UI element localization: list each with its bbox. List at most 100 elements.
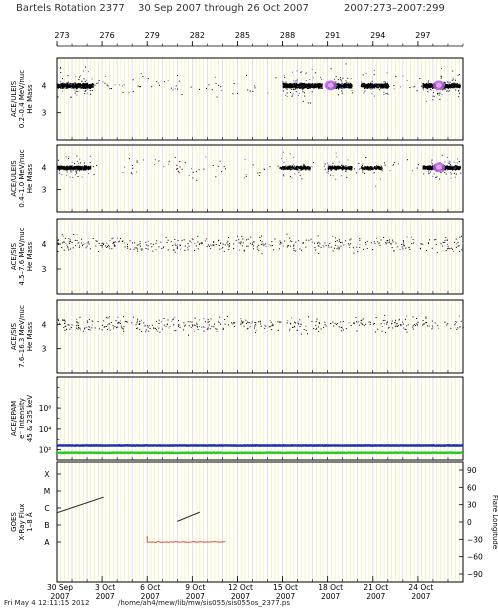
data-point [346, 82, 348, 84]
data-point [377, 167, 379, 169]
data-point [338, 167, 340, 169]
data-point [374, 87, 376, 89]
data-point [380, 86, 382, 88]
data-point [438, 92, 440, 94]
data-point [350, 168, 352, 170]
data-point [333, 168, 335, 170]
data-point [361, 166, 363, 168]
data-point [293, 168, 295, 170]
data-point [68, 83, 70, 85]
data-point [82, 168, 84, 170]
data-point [447, 81, 449, 83]
data-point [432, 168, 434, 170]
data-point [85, 89, 87, 91]
doy-tick-label: 276 [99, 31, 114, 40]
data-point [83, 83, 85, 85]
data-point [338, 82, 340, 84]
data-point [267, 92, 269, 94]
data-point [367, 86, 369, 88]
data-point [342, 77, 344, 79]
data-point [447, 87, 449, 89]
y-tick-label: 4 [42, 81, 47, 90]
data-point [137, 85, 139, 87]
data-point [345, 166, 347, 168]
data-point [377, 165, 379, 167]
data-point [59, 83, 61, 86]
data-point [345, 83, 347, 85]
data-point [279, 166, 281, 169]
data-point [366, 168, 368, 170]
data-point [428, 86, 430, 88]
data-point [285, 87, 287, 89]
data-point [69, 167, 71, 169]
doy-axis: 273 276 279 282 285 288 291 294 297 [54, 31, 464, 47]
data-point [81, 86, 83, 88]
data-point [63, 166, 65, 168]
data-point [301, 83, 304, 85]
data-point [68, 85, 70, 88]
data-point [289, 168, 291, 170]
data-point [85, 168, 87, 170]
data-point [67, 75, 69, 77]
data-point [284, 83, 286, 85]
data-point [457, 86, 459, 88]
data-point [347, 168, 349, 170]
data-point [336, 168, 338, 170]
data-point [208, 84, 210, 86]
data-point [76, 87, 79, 89]
data-point [345, 63, 347, 65]
plot-title: Bartels Rotation 2377 [16, 3, 125, 14]
data-point [77, 90, 79, 92]
data-point [339, 84, 341, 86]
y-axis-label: ACE/ULEIS [10, 160, 18, 197]
data-point [89, 155, 91, 157]
data-point [428, 83, 430, 85]
data-point [380, 165, 382, 167]
data-point [283, 82, 285, 84]
data-point [279, 167, 281, 170]
data-point [375, 84, 377, 86]
data-point [364, 83, 366, 85]
data-point [459, 85, 461, 87]
doy-tick-label: 285 [235, 31, 250, 40]
data-point [63, 87, 65, 89]
data-point [158, 84, 160, 86]
data-point [452, 87, 454, 89]
data-point [380, 167, 382, 169]
data-point [386, 72, 388, 74]
data-point [301, 168, 303, 170]
data-point [298, 92, 300, 94]
data-point [297, 85, 299, 87]
data-point [314, 84, 316, 86]
data-point [369, 166, 371, 168]
data-point [58, 165, 60, 168]
data-point [91, 87, 93, 89]
data-point [57, 165, 59, 167]
data-point [458, 92, 460, 94]
data-point [82, 167, 84, 169]
data-point [335, 87, 337, 90]
data-point [424, 85, 427, 87]
data-point [60, 168, 62, 170]
data-point [382, 83, 384, 85]
y-axis-label: He Mass [26, 84, 34, 114]
data-point [300, 166, 302, 168]
data-point [315, 84, 317, 86]
data-point [320, 83, 322, 86]
data-point [296, 167, 298, 169]
data-point [427, 80, 429, 82]
data-point [432, 95, 434, 97]
data-point [365, 167, 367, 169]
data-point [83, 85, 85, 87]
data-point [386, 92, 388, 94]
data-point [385, 87, 387, 89]
data-point [123, 84, 125, 86]
data-point [383, 86, 385, 88]
data-point [59, 166, 61, 168]
data-point [65, 169, 67, 171]
data-point [450, 86, 452, 88]
data-point [335, 168, 338, 170]
data-point [76, 167, 78, 170]
data-point [307, 168, 309, 170]
data-point [381, 170, 383, 172]
